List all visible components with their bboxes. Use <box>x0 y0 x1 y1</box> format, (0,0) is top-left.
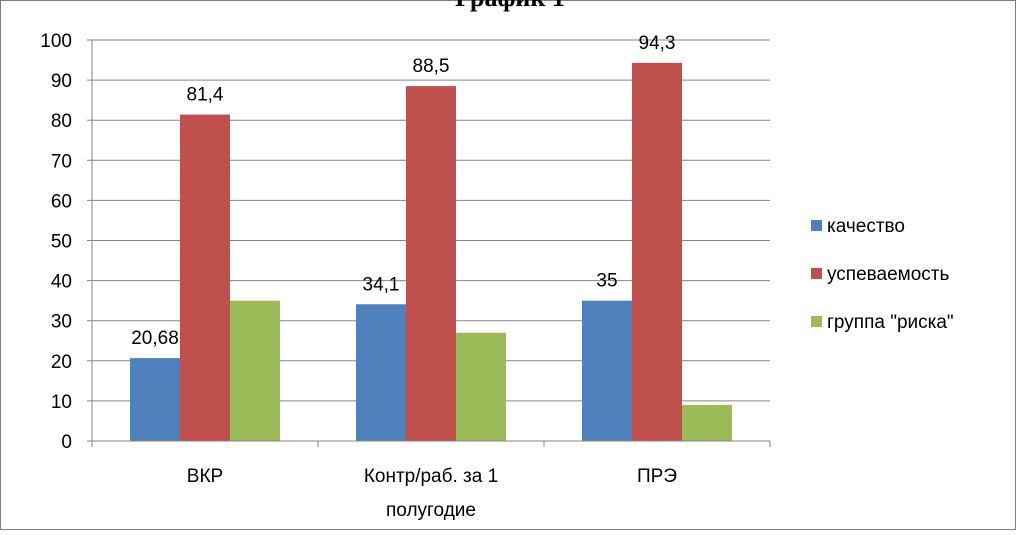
chart-title: График 1 <box>455 0 565 12</box>
data-labels: 20,68 81,4 34,1 88,5 35 94,3 <box>131 33 675 349</box>
x-tick-label: ВКР <box>187 466 223 487</box>
y-axis: 0 10 20 30 40 50 60 70 80 90 100 <box>40 31 93 453</box>
x-tick-label: ПРЭ <box>637 466 677 487</box>
y-tick-label: 50 <box>51 232 72 253</box>
y-tick-label: 100 <box>40 31 72 52</box>
bars <box>130 62 732 442</box>
y-tick-label: 0 <box>61 432 72 453</box>
bar <box>456 332 506 441</box>
bar <box>582 300 632 441</box>
bar <box>632 62 682 442</box>
data-label: 81,4 <box>187 85 224 106</box>
legend-swatch <box>811 220 822 231</box>
bar <box>682 404 732 441</box>
legend-swatch <box>811 268 822 279</box>
y-tick-label: 40 <box>51 272 72 293</box>
legend-label: качество <box>827 216 905 237</box>
bar <box>356 304 406 441</box>
bar <box>180 114 230 441</box>
bar <box>130 358 180 441</box>
y-tick-label: 20 <box>51 352 72 373</box>
data-label: 88,5 <box>413 56 450 77</box>
y-tick-label: 10 <box>51 392 72 413</box>
legend-label: группа "риска" <box>827 312 954 333</box>
bar <box>230 300 280 441</box>
x-tick-label: Контр/раб. за 1 полугодие <box>364 466 498 521</box>
data-label: 20,68 <box>131 328 179 349</box>
y-tick-label: 70 <box>51 151 72 172</box>
x-axis: ВКР Контр/раб. за 1 полугодие ПРЭ <box>91 440 771 521</box>
legend-swatch <box>811 316 822 327</box>
y-tick-label: 80 <box>51 111 72 132</box>
data-label: 34,1 <box>363 274 400 295</box>
data-label: 94,3 <box>639 33 676 54</box>
legend-label: успеваемость <box>827 264 949 285</box>
bar <box>406 86 456 442</box>
y-tick-label: 30 <box>51 312 72 333</box>
y-tick-label: 90 <box>51 71 72 92</box>
y-tick-label: 60 <box>51 191 72 212</box>
legend: качество успеваемость группа "риска" <box>811 216 954 333</box>
data-label: 35 <box>596 271 617 292</box>
